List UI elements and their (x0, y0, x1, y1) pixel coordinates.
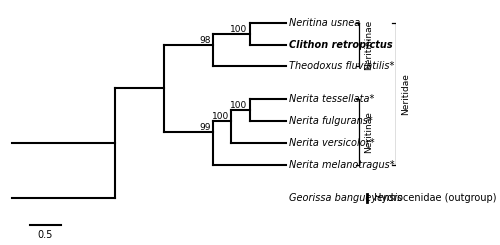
Text: 100: 100 (230, 24, 247, 34)
Text: Neritidae: Neritidae (400, 73, 409, 115)
Text: 99: 99 (199, 123, 210, 132)
Text: Neritina usnea: Neritina usnea (289, 18, 360, 27)
Text: Nerita versicolor*: Nerita versicolor* (289, 138, 375, 148)
Text: Theodoxus fluviatilis*: Theodoxus fluviatilis* (289, 61, 395, 72)
Text: Nerita tessellata*: Nerita tessellata* (289, 95, 374, 104)
Text: Neritininae: Neritininae (364, 19, 373, 70)
Text: Clithon retropictus: Clithon retropictus (289, 39, 393, 49)
Text: 0.5: 0.5 (38, 230, 53, 240)
Text: 98: 98 (199, 36, 210, 45)
Text: Nerita melanotragus*: Nerita melanotragus* (289, 160, 395, 170)
Text: Neritinae: Neritinae (364, 111, 373, 153)
Text: Nerita fulgurans*: Nerita fulgurans* (289, 116, 373, 126)
Text: 100: 100 (212, 112, 229, 122)
Text: Georissa bangueyensis: Georissa bangueyensis (289, 193, 403, 203)
Text: Hydrocenidae (outgroup): Hydrocenidae (outgroup) (372, 193, 497, 203)
Text: 100: 100 (230, 101, 247, 110)
